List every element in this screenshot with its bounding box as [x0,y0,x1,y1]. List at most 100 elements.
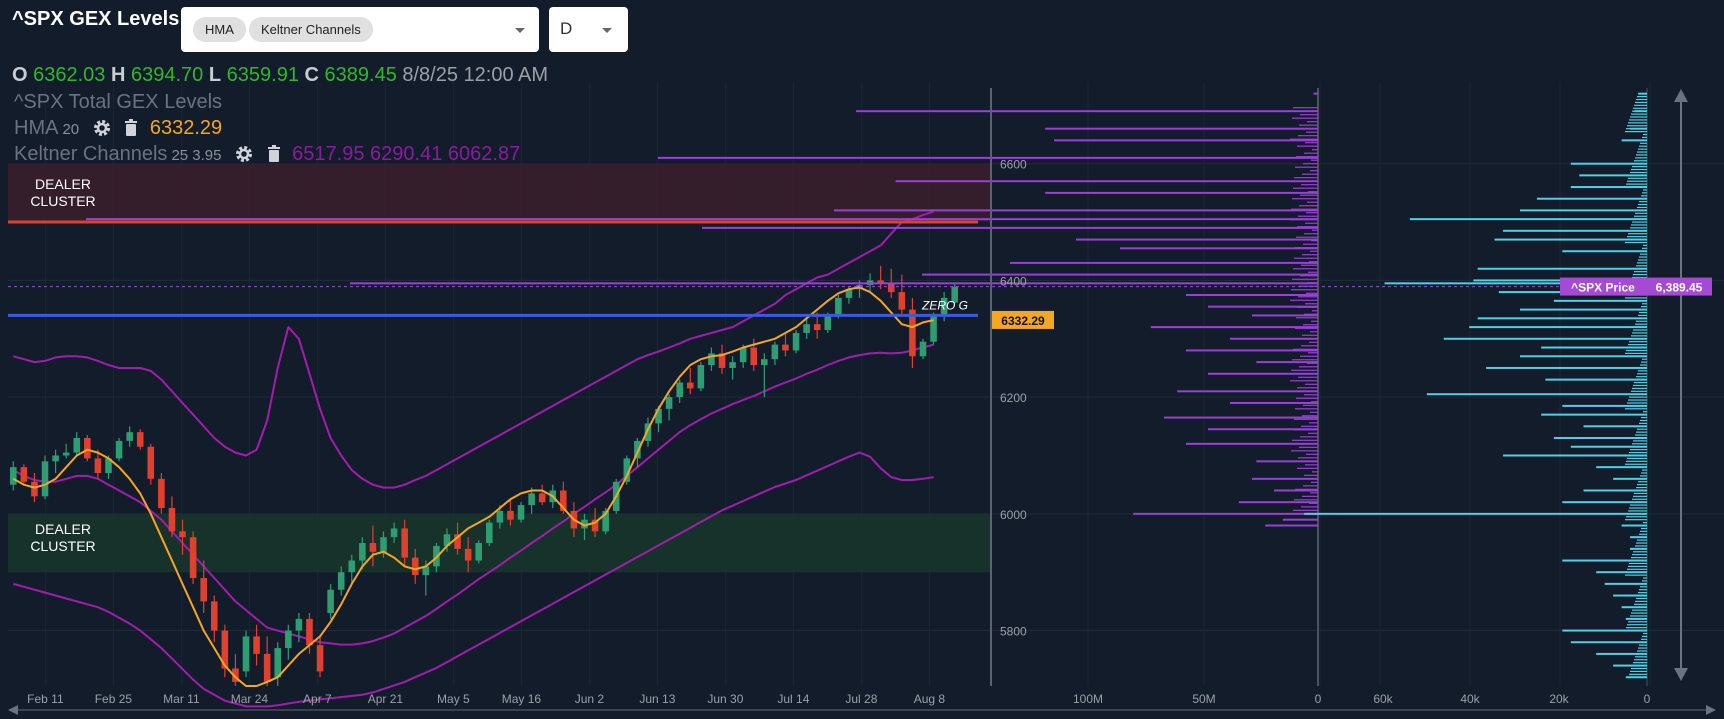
gex-bar [1186,349,1318,352]
volume-bar [1642,524,1647,527]
trash-icon[interactable] [267,145,281,163]
volume-axis-label: 60k [1373,692,1393,706]
gex-bar [1298,215,1318,217]
gex-bar [1296,156,1318,158]
volume-bar [1613,664,1647,667]
trash-icon[interactable] [124,119,138,137]
gear-icon[interactable] [235,145,253,163]
volume-axis-label: 0 [1644,692,1651,706]
volume-bar [1641,583,1647,585]
gex-bar [1312,390,1318,392]
volume-bar [1634,381,1647,384]
volume-bar [1633,107,1647,109]
volume-bar [1632,609,1647,611]
volume-bar [1640,419,1647,422]
gex-bar [1299,205,1318,207]
chevron-down-icon[interactable] [515,28,525,33]
gex-bar [1208,428,1318,431]
gex-bar [1303,243,1318,245]
volume-bar [1628,233,1647,235]
gex-bar [1292,117,1318,119]
volume-bar [1631,557,1647,559]
candle-body [835,297,842,316]
candle-body [517,505,525,520]
candle-body [52,455,59,462]
chevron-down-icon[interactable] [602,28,612,33]
y-tick-label: 6200 [1000,391,1027,405]
gex-bar [1307,362,1318,364]
candle-body [31,481,38,497]
volume-bar [1629,230,1647,232]
hma-line-path [12,286,934,687]
keltner-middle-line [12,343,934,646]
gex-bar [1293,348,1318,350]
volume-bar [1409,218,1647,221]
volume-bar [1536,197,1647,200]
gex-bar [1150,326,1318,329]
volume-bar [1541,346,1647,349]
volume-bar [1477,317,1647,320]
gex-bar [1294,338,1318,340]
x-tick-label: Jul 28 [845,692,877,706]
gear-icon[interactable] [93,119,111,137]
volume-bar [1633,218,1647,220]
volume-bar [1426,393,1647,396]
hma-legend-value: 6332.29 [149,117,223,139]
gex-bar [1290,380,1318,382]
gex-bar [1308,110,1318,112]
candle-body [115,440,123,459]
volume-bar [1639,589,1647,591]
chip-keltner[interactable]: Keltner Channels [249,17,373,42]
keltner-legend-params: 25 3.95 [171,147,222,164]
gex-bar [1300,275,1318,277]
volume-bar [1632,332,1647,334]
gex-bar [1291,289,1318,291]
gex-bar [1298,296,1318,298]
volume-bar [1640,253,1647,255]
gex-bar [1309,502,1318,504]
volume-bar [1631,446,1647,448]
volume-bar [1640,198,1647,200]
volume-bar [1636,154,1647,156]
candle-body [94,458,102,473]
chip-hma[interactable]: HMA [193,17,246,42]
candle-body [105,458,112,473]
volume-bar [1632,554,1647,556]
candle-body [136,432,144,447]
gex-bar [1309,180,1318,182]
timeframe-select[interactable]: D [549,7,628,52]
candle-body [179,531,186,538]
candle-body [665,397,673,409]
dealer-cluster-label-upper: DEALER CLUSTER [8,176,118,210]
volume-bar [1627,624,1647,626]
gex-bar [1306,453,1318,455]
volume-axis-label: 20k [1549,692,1569,706]
volume-bar [1628,676,1647,678]
volume-bar [1635,157,1647,159]
gex-bar [1296,236,1318,238]
volume-bar [1632,498,1647,500]
gex-bar [1293,107,1318,109]
candle-body [62,452,70,456]
volume-bar [1562,559,1647,562]
indicator-select[interactable]: HMA Keltner Channels [181,7,539,52]
volume-bar [1632,387,1647,389]
volume-bar [1640,586,1647,588]
volume-bar [1642,303,1647,305]
volume-bar [1639,478,1647,480]
volume-bar [1520,209,1647,212]
volume-bar [1570,641,1647,644]
keltner-upper-line [13,210,934,489]
volume-bar [1631,501,1647,503]
volume-bar [1562,501,1647,504]
gex-bar [1311,401,1318,403]
gex-bar [1303,404,1318,406]
gex-bar [1295,408,1318,410]
volume-bar [1634,659,1647,661]
x-tick-label: Mar 24 [231,692,269,706]
volume-bar [1626,183,1647,185]
volume-bar [1637,262,1647,264]
volume-bar [1642,469,1647,471]
